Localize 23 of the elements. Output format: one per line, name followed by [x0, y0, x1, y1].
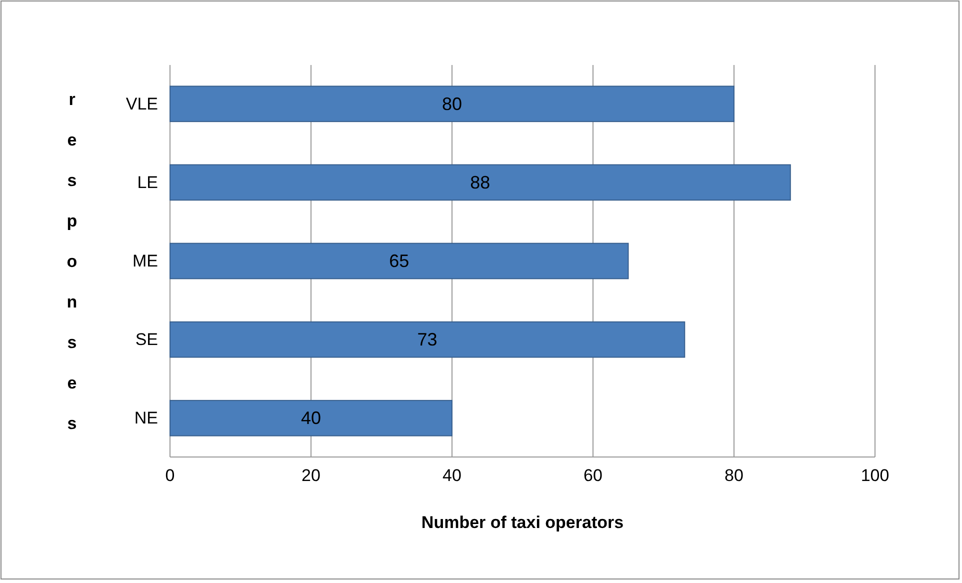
- data-label: 80: [442, 94, 462, 114]
- y-tick-label: LE: [137, 172, 158, 192]
- x-axis-title: Number of taxi operators: [421, 513, 624, 532]
- bar: [170, 164, 791, 201]
- data-label: 73: [417, 330, 438, 350]
- x-tick-label: 80: [724, 466, 744, 486]
- y-tick-label: SE: [135, 330, 158, 349]
- bar: [170, 400, 452, 436]
- bar: [170, 86, 734, 122]
- x-tick-label: 20: [302, 466, 320, 486]
- y-tick-label: ME: [132, 251, 158, 270]
- data-label: 40: [300, 408, 322, 428]
- x-tick-label: 60: [584, 466, 602, 486]
- bar: [170, 321, 686, 358]
- data-label: 65: [389, 251, 410, 271]
- y-tick-label: NE: [134, 408, 158, 428]
- x-tick-label: 100: [860, 466, 890, 486]
- bar: [170, 242, 629, 280]
- x-tick-label: 0: [165, 466, 175, 486]
- x-tick-label: 40: [442, 466, 462, 486]
- data-label: 88: [470, 172, 490, 192]
- y-tick-label: VLE: [126, 94, 158, 114]
- text: responses: [66, 90, 78, 433]
